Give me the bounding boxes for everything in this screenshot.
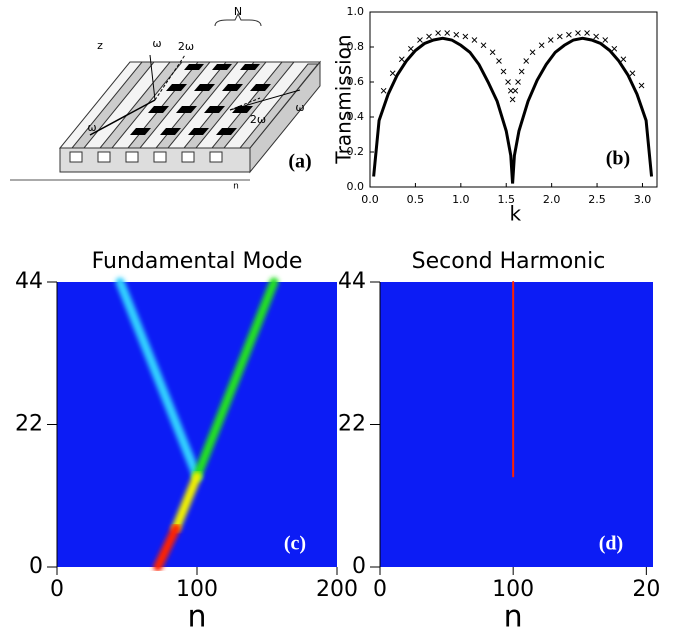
- cross-marker: [509, 96, 516, 103]
- y-tick-label: 0: [29, 554, 43, 579]
- curve: [372, 36, 654, 184]
- cross-marker: [500, 68, 507, 75]
- y-tick-label: 44: [338, 269, 366, 294]
- cross-marker: [538, 42, 545, 49]
- panel-label: (c): [284, 533, 306, 555]
- x-tick-label: 1.0: [452, 193, 470, 206]
- cross-marker: [489, 49, 496, 56]
- y-tick-label: 22: [15, 412, 43, 437]
- x-tick-label: 3.0: [634, 193, 652, 206]
- cross-marker: [512, 87, 519, 94]
- heatmap-background: [380, 282, 653, 567]
- cross-marker: [575, 30, 581, 36]
- cross-marker: [462, 33, 469, 40]
- x-tick-label: 200: [316, 577, 358, 602]
- beam: [153, 523, 181, 572]
- cross-marker: [529, 49, 536, 56]
- cross-marker: [380, 87, 387, 94]
- cross-marker: [389, 70, 396, 77]
- x-axis-label: n: [187, 600, 206, 633]
- cross-marker: [417, 37, 423, 43]
- cross-marker: [518, 68, 525, 75]
- cross-marker: [602, 37, 609, 43]
- y-tick-label: 0.2: [347, 145, 365, 158]
- cross-marker: [547, 37, 554, 43]
- y-tick-label: 22: [338, 412, 366, 437]
- diagram-label: N: [234, 5, 242, 18]
- beam: [115, 277, 202, 481]
- cross-marker: [435, 30, 441, 36]
- x-tick-label: 0.5: [407, 193, 425, 206]
- diagram-label: z: [97, 39, 103, 52]
- x-tick-label: 20: [632, 577, 660, 602]
- chart-title: Second Harmonic: [412, 249, 606, 274]
- diagram-label: 2ω: [178, 40, 194, 53]
- panel-label: (d): [599, 533, 623, 555]
- cross-marker: [629, 70, 636, 77]
- cross-marker: [523, 58, 530, 64]
- cross-marker: [584, 30, 590, 36]
- cross-marker: [480, 42, 487, 49]
- heatmap-background: [57, 282, 337, 567]
- y-tick-label: 0.4: [347, 110, 365, 123]
- plot-frame: [369, 11, 658, 188]
- cross-marker: [557, 33, 563, 40]
- y-tick-label: 1.0: [347, 5, 365, 18]
- x-tick-label: 0: [373, 577, 387, 602]
- y-tick-label: 44: [15, 269, 43, 294]
- x-tick-label: 2.5: [588, 193, 606, 206]
- x-axis-label: n: [504, 600, 523, 633]
- diagram-label: ω: [87, 121, 96, 134]
- cross-marker: [566, 31, 572, 38]
- cross-marker: [505, 79, 511, 85]
- x-tick-label: 100: [492, 577, 534, 602]
- cross-marker: [611, 45, 618, 52]
- cross-marker: [515, 79, 521, 85]
- x-tick-label: 100: [176, 577, 218, 602]
- cross-marker: [620, 56, 627, 63]
- y-axis-label: Transmission: [332, 34, 356, 164]
- cross-marker: [638, 82, 645, 89]
- cross-marker: [408, 45, 414, 52]
- grating-diagram: [10, 12, 322, 181]
- diagram-label: ω: [152, 37, 161, 50]
- x-tick-label: 1.5: [497, 193, 515, 206]
- x-axis-label: k: [510, 202, 522, 226]
- cross-marker: [426, 33, 432, 40]
- cross-marker: [453, 31, 460, 38]
- beam: [171, 471, 202, 533]
- panel-label: (b): [606, 148, 630, 170]
- diagram-label: 2ω: [250, 113, 266, 126]
- cross-marker: [593, 33, 599, 40]
- cross-marker: [398, 56, 405, 63]
- cross-marker: [496, 58, 502, 64]
- x-tick-label: 0.0: [361, 193, 379, 206]
- x-tick-label: 2.0: [543, 193, 561, 206]
- diagram-label: n: [233, 182, 239, 192]
- cross-marker: [507, 87, 514, 94]
- y-tick-label: 0.0: [347, 180, 365, 193]
- y-tick-label: 0.6: [347, 75, 365, 88]
- diagram-label: ω: [295, 101, 304, 114]
- cross-marker: [471, 37, 478, 43]
- x-tick-label: 0: [50, 577, 64, 602]
- cross-marker: [444, 30, 451, 36]
- beam: [192, 277, 279, 481]
- diagram-label: (a): [288, 151, 311, 173]
- y-tick-label: 0.8: [347, 40, 365, 53]
- y-tick-label: 0: [352, 554, 366, 579]
- chart-title: Fundamental Mode: [92, 249, 303, 274]
